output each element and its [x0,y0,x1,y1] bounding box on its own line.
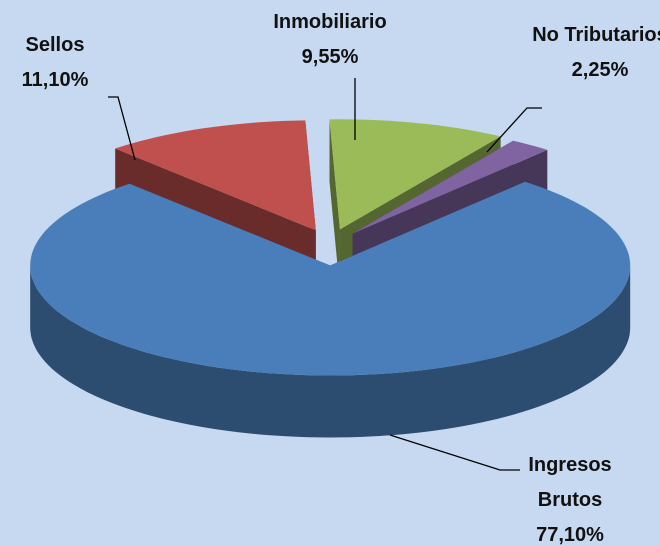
slice-side [329,119,340,292]
slices [30,119,631,438]
category-label: Inmobiliario [273,11,387,33]
category-label: Sellos [25,34,85,56]
category-label: No Tributarios [532,24,660,46]
slice [352,140,548,234]
category-label: Ingresos Brutos [528,454,612,511]
value-label: 11,10% [21,69,89,91]
data-label: Ingresos Brutos 77,10% [510,448,630,546]
value-label: 2,25% [571,59,629,81]
data-label: No Tributarios 2,25% [530,18,660,88]
data-label: Sellos 11,10% [0,28,110,98]
slice [30,181,631,376]
leader-line [486,107,542,153]
data-label: Inmobiliario 9,55% [250,5,410,75]
leader-line [389,434,520,471]
slice-side [30,265,631,438]
value-label: 9,55% [301,46,359,68]
value-label: 77,10% [536,524,604,546]
leader-line [108,96,136,161]
slice [115,120,316,231]
slice [329,119,501,230]
